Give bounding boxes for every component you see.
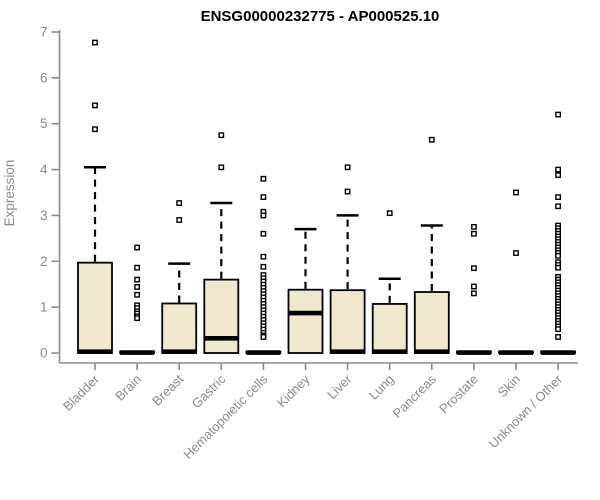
outlier-point (555, 111, 562, 118)
outlier-point (513, 250, 519, 256)
y-tick-label: 0 (40, 346, 48, 361)
box-gastric (203, 278, 240, 354)
outlier-point (260, 334, 267, 340)
outlier-point (92, 39, 98, 46)
outlier-point (134, 291, 140, 298)
box-lung (371, 303, 408, 354)
outlier-point (555, 326, 562, 333)
box-bladder (77, 261, 113, 354)
outlier-point (471, 290, 477, 297)
outlier-point (513, 189, 519, 196)
outlier-point (260, 253, 267, 260)
x-category-label: Bladder (60, 371, 103, 414)
outlier-point (471, 230, 477, 237)
outlier-point (344, 164, 351, 171)
x-category-label: Prostate (436, 372, 481, 417)
outlier-point (555, 172, 562, 178)
outlier-point (471, 283, 477, 290)
y-tick-label: 6 (40, 70, 48, 85)
outlier-point (344, 188, 351, 195)
outlier-point (176, 217, 183, 223)
box-liver (329, 289, 366, 354)
box-kidney (287, 288, 324, 354)
box-breast (161, 302, 198, 354)
x-category-label: Kidney (274, 371, 313, 410)
outlier-point (92, 126, 98, 133)
outlier-point (218, 132, 225, 139)
x-category-label: Gastric (189, 371, 229, 411)
x-category-label: Liver (324, 371, 355, 402)
outlier-point (92, 102, 98, 109)
outlier-point (134, 264, 140, 271)
box-pancreas (413, 291, 450, 354)
outlier-point (555, 203, 562, 210)
x-category-label: Lung (366, 372, 397, 403)
y-axis-title: Expression (2, 160, 17, 227)
outlier-point (260, 194, 267, 200)
x-category-label: Brain (112, 372, 144, 404)
outlier-point (386, 210, 393, 217)
outlier-point (134, 284, 140, 290)
outlier-point (260, 212, 267, 219)
outlier-point (428, 136, 435, 143)
y-tick-label: 4 (40, 162, 48, 177)
outlier-point (134, 244, 140, 251)
y-tick-label: 5 (40, 116, 48, 131)
outlier-point (134, 276, 140, 283)
outlier-point (260, 263, 267, 270)
y-tick-label: 7 (40, 25, 48, 40)
y-tick-label: 1 (40, 300, 48, 315)
y-tick-label: 2 (40, 254, 48, 269)
outlier-point (176, 200, 183, 206)
outlier-point (134, 315, 140, 322)
y-tick-label: 3 (40, 208, 48, 223)
x-category-label: Skin (495, 372, 523, 400)
outlier-point (555, 252, 562, 259)
outlier-point (555, 194, 562, 200)
outlier-point (471, 223, 477, 230)
outlier-point (218, 164, 225, 171)
outlier-point (260, 230, 267, 237)
outlier-point (555, 166, 562, 173)
outlier-point (260, 175, 267, 182)
outlier-point (555, 334, 562, 340)
x-category-label: Unknown / Other (486, 371, 566, 451)
x-category-label: Breast (149, 371, 186, 408)
x-category-label: Pancreas (389, 371, 439, 421)
chart-title: ENSG00000232775 - AP000525.10 (200, 8, 440, 25)
outlier-point (555, 264, 562, 271)
outlier-point (471, 265, 477, 272)
